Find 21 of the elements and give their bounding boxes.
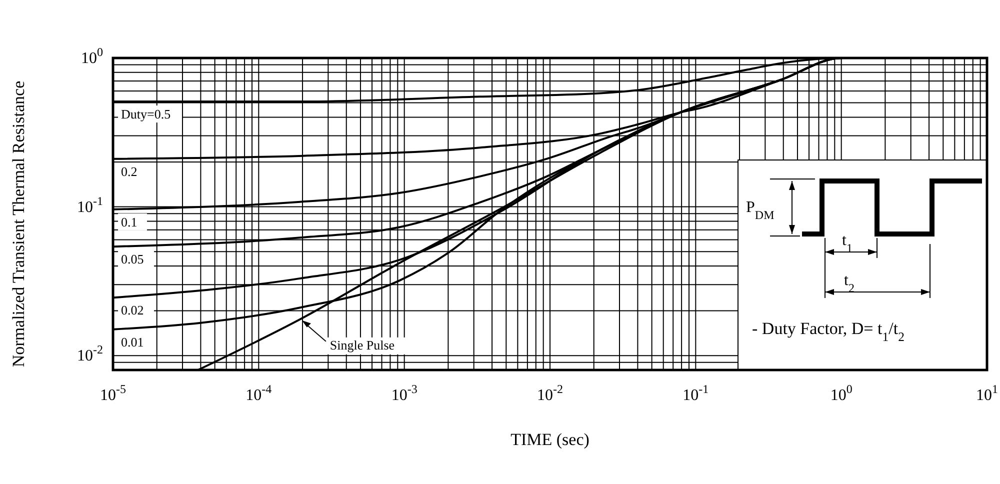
x-tick-label: 10$^{-4}$	[246, 382, 272, 404]
x-tick-label: 10$^{0}$	[830, 382, 852, 404]
annotation: P$_{DM}$	[746, 199, 775, 222]
series-label: 0.1	[121, 214, 138, 230]
x-tick-label: 10$^{-2}$	[537, 382, 563, 404]
series-label: 0.02	[121, 302, 144, 318]
y-tick-label: 10$^{0}$	[81, 45, 103, 67]
x-axis-title: TIME (sec)	[510, 430, 590, 449]
y-axis-title: Normalized Transient Thermal Resistance	[9, 80, 28, 368]
series-label: Duty=0.5	[121, 106, 171, 122]
x-tick-label: 10$^{-3}$	[391, 382, 418, 404]
series-label: 0.05	[121, 252, 144, 267]
y-tick-label: 10$^{-1}$	[77, 194, 103, 216]
text: Single Pulse	[330, 337, 395, 352]
x-tick-label: 10$^{-5}$	[100, 382, 126, 404]
y-tick-label: 10$^{-2}$	[77, 342, 103, 365]
x-tick-label: 10$^{-1}$	[682, 382, 709, 404]
annotation: - Duty Factor, D= t$_{1}$/t$_{2}$	[752, 319, 904, 344]
x-tick-label: 10$^{1}$	[976, 382, 998, 404]
series-label: 0.01	[121, 334, 144, 350]
series-label: 0.2	[121, 164, 138, 179]
